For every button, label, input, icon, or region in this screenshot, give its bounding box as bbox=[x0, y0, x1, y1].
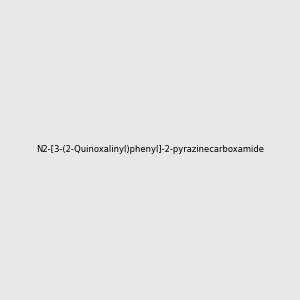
Text: N2-[3-(2-Quinoxalinyl)phenyl]-2-pyrazinecarboxamide: N2-[3-(2-Quinoxalinyl)phenyl]-2-pyrazine… bbox=[36, 146, 264, 154]
